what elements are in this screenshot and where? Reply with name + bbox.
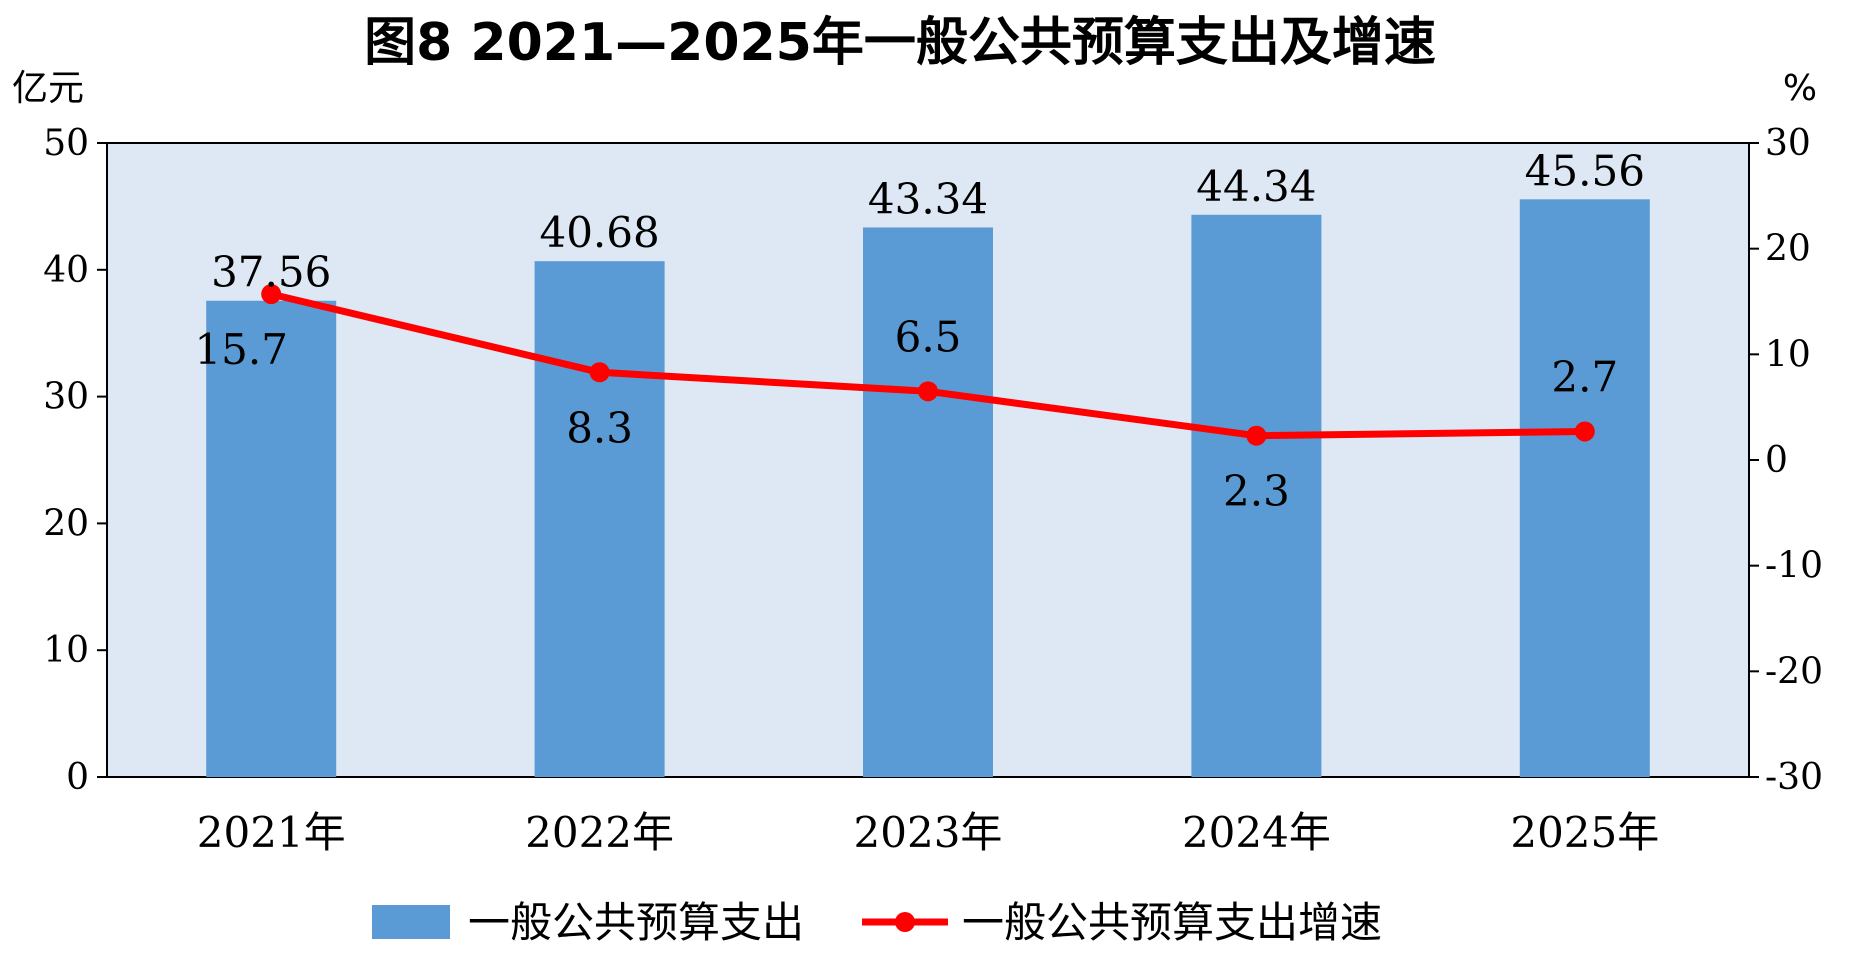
growth-label: 2.7 xyxy=(1551,352,1618,401)
y-left-tick-label: 30 xyxy=(43,377,89,418)
x-tick-label: 2022年 xyxy=(525,808,674,857)
y-right-unit: % xyxy=(1783,68,1817,109)
bar-2025年 xyxy=(1519,199,1650,777)
bar-2024年 xyxy=(1191,214,1322,777)
y-right-tick-label: -30 xyxy=(1765,757,1823,798)
legend-line-marker xyxy=(895,912,915,932)
bar-2023年 xyxy=(863,227,993,778)
growth-point xyxy=(589,362,610,383)
y-left-tick-label: 40 xyxy=(43,250,89,291)
bar-label: 45.56 xyxy=(1525,146,1645,195)
y-right-tick-label: -20 xyxy=(1765,651,1823,692)
data-labels: 37.56 40.68 43.34 44.34 45.56 15.7 8.3 6.5 2.3 2.… xyxy=(194,146,1644,515)
growth-label: 15.7 xyxy=(194,325,288,374)
growth-point xyxy=(918,381,938,402)
y-left-tick-label: 50 xyxy=(43,123,89,164)
y-left-tick-label: 10 xyxy=(43,630,89,671)
y-right-tick-label: 0 xyxy=(1765,440,1788,481)
growth-point xyxy=(261,284,282,305)
x-tick-label: 2024年 xyxy=(1182,808,1331,857)
bar-label: 43.34 xyxy=(868,174,988,223)
line-series xyxy=(261,284,1595,446)
bar-2022年 xyxy=(534,261,665,777)
y-right-tick-label: 10 xyxy=(1765,334,1811,375)
y-left-tick-label: 0 xyxy=(66,757,89,798)
growth-label: 8.3 xyxy=(566,403,633,452)
y-right-tick-label: 30 xyxy=(1765,123,1811,164)
chart-title: 图8 2021—2025年一般公共预算支出及增速 xyxy=(364,13,1436,73)
growth-label: 2.3 xyxy=(1223,467,1290,516)
bar-label: 40.68 xyxy=(539,208,659,257)
growth-point xyxy=(1574,421,1595,442)
legend-bar-label: 一般公共预算支出 xyxy=(468,898,804,947)
y-left-unit: 亿元 xyxy=(12,68,84,109)
y-right-tick-label: -10 xyxy=(1765,546,1823,587)
growth-point xyxy=(1246,425,1267,446)
bar-label: 44.34 xyxy=(1196,162,1316,211)
x-tick-label: 2025年 xyxy=(1510,808,1659,857)
x-tick-label: 2023年 xyxy=(854,808,1003,857)
y-right-tick-label: 20 xyxy=(1765,229,1811,270)
growth-label: 6.5 xyxy=(895,312,962,361)
legend: 一般公共预算支出 一般公共预算支出增速 xyxy=(372,898,1382,947)
bar-2021年 xyxy=(206,300,337,777)
bar-series xyxy=(206,199,1650,778)
legend-line-label: 一般公共预算支出增速 xyxy=(962,898,1382,947)
bar-label: 37.56 xyxy=(211,248,331,297)
legend-bar-swatch xyxy=(372,905,450,939)
y-left-tick-label: 20 xyxy=(43,503,89,544)
x-tick-label: 2021年 xyxy=(197,808,346,857)
axes: 0 10 20 30 40 50 -30 -20 -10 0 10 20 30 2021年 2022年 202… xyxy=(43,123,1823,857)
